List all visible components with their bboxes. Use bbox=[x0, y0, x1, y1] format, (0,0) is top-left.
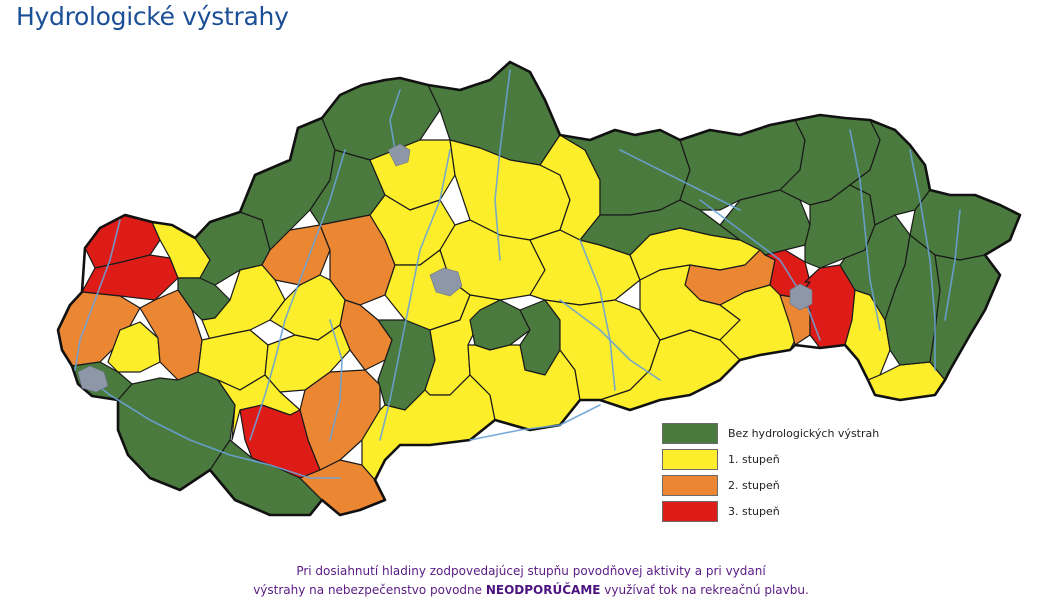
district-south-red bbox=[239, 404, 321, 479]
notice-line-2-before: výstrahy na nebezpečenstvo povodne bbox=[253, 583, 486, 597]
city-banska-bystrica bbox=[429, 267, 463, 297]
notice-line-2: výstrahy na nebezpečenstvo povodne NEODP… bbox=[0, 581, 1062, 600]
river-north-1 bbox=[389, 89, 401, 151]
notice-line-2-after: využívať tok na rekreačnú plavbu. bbox=[600, 583, 809, 597]
legend-label-level1: 1. stupeň bbox=[728, 452, 780, 466]
river-ipel bbox=[469, 404, 601, 441]
legend-swatch-level3 bbox=[662, 500, 718, 522]
slovakia-map-svg bbox=[56, 60, 1022, 517]
river-east-2 bbox=[909, 149, 936, 371]
legend-label-level2: 2. stupeň bbox=[728, 478, 780, 492]
city-zilina bbox=[387, 143, 411, 167]
legend-label-none: Bez hydrologických výstrah bbox=[728, 426, 880, 440]
city-bratislava bbox=[77, 365, 109, 393]
map-legend: Bez hydrologických výstrah 1. stupeň 2. … bbox=[662, 420, 879, 524]
river-hornad bbox=[699, 199, 821, 341]
river-morava bbox=[74, 219, 121, 371]
district-c-yellow-mid-3 bbox=[529, 229, 641, 306]
river-nitra bbox=[329, 319, 343, 441]
legend-item-level3: 3. stupeň bbox=[662, 498, 879, 524]
district-ne-green-11 bbox=[929, 254, 1001, 381]
river-poprad bbox=[619, 149, 741, 211]
river-vah bbox=[249, 149, 346, 441]
legend-item-level2: 2. stupeň bbox=[662, 472, 879, 498]
warning-map[interactable] bbox=[0, 40, 1062, 540]
river-hron bbox=[379, 149, 451, 441]
notice-strong: NEODPORÚČAME bbox=[485, 583, 601, 597]
city-kosice bbox=[789, 283, 813, 311]
district-wc-orange-3 bbox=[339, 299, 393, 371]
river-slana bbox=[579, 239, 616, 391]
country-border bbox=[56, 60, 1022, 517]
legend-swatch-none bbox=[662, 422, 718, 444]
district-ne-green-2 bbox=[579, 199, 741, 256]
river-east-1 bbox=[849, 129, 881, 331]
district-cw-yellow-4 bbox=[264, 324, 351, 393]
legend-label-level3: 3. stupeň bbox=[728, 504, 780, 518]
legend-item-level1: 1. stupeň bbox=[662, 446, 879, 472]
legend-swatch-level2 bbox=[662, 474, 718, 496]
legend-item-none: Bez hydrologických výstrah bbox=[662, 420, 879, 446]
river-east-3 bbox=[944, 209, 961, 321]
warning-notice: Pri dosiahnutí hladiny zodpovedajúcej st… bbox=[0, 562, 1062, 600]
river-central-east bbox=[559, 299, 661, 381]
page-title: Hydrologické výstrahy bbox=[16, 2, 289, 31]
river-danube bbox=[79, 371, 341, 479]
legend-swatch-level1 bbox=[662, 448, 718, 470]
notice-line-1: Pri dosiahnutí hladiny zodpovedajúcej st… bbox=[296, 564, 766, 578]
river-north-2 bbox=[494, 69, 511, 261]
